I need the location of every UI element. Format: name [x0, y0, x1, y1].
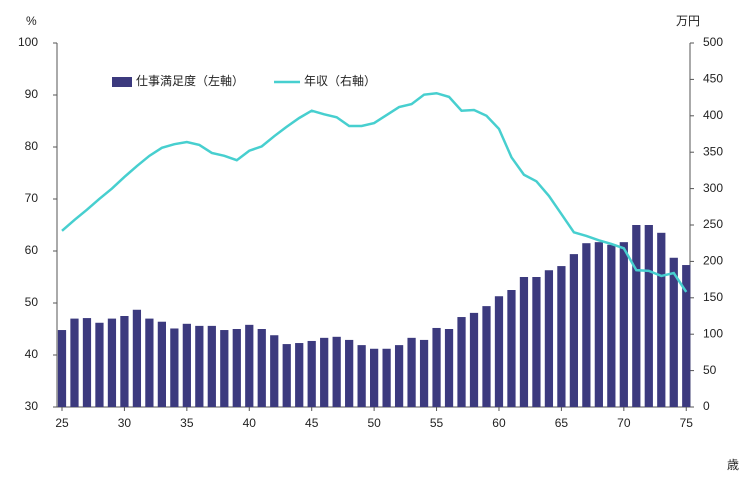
bar — [257, 329, 266, 407]
bar — [220, 330, 229, 407]
y2-tick-label: 100 — [703, 326, 723, 340]
y2-tick-label: 200 — [703, 254, 723, 268]
y2-tick-label: 150 — [703, 290, 723, 304]
x-tick-label: 60 — [492, 416, 506, 430]
bar — [132, 309, 142, 407]
bar — [345, 339, 354, 407]
x-tick-label: 40 — [243, 416, 257, 430]
bar — [557, 266, 566, 407]
bar — [70, 318, 79, 407]
y2-tick-label: 500 — [703, 35, 723, 49]
bar — [57, 330, 67, 407]
legend-swatch — [112, 77, 132, 87]
y2-tick-label: 0 — [703, 399, 710, 413]
bar — [207, 325, 216, 407]
x-tick-label: 45 — [305, 416, 319, 430]
bar — [332, 336, 341, 407]
bar — [182, 323, 191, 407]
bar — [632, 225, 641, 407]
bar — [232, 329, 241, 407]
bar — [519, 277, 529, 407]
x-axis-label: 歳 — [727, 458, 739, 472]
bar — [370, 348, 379, 407]
y2-tick-label: 250 — [703, 217, 723, 231]
y-tick-label: 30 — [25, 399, 39, 413]
y2-tick-label: 50 — [703, 363, 717, 377]
bar — [120, 316, 129, 407]
bar — [644, 225, 653, 407]
bar — [494, 296, 504, 407]
y2-tick-label: 400 — [703, 108, 723, 122]
bar — [270, 335, 279, 407]
y-tick-label: 70 — [25, 191, 39, 205]
line — [61, 91, 688, 293]
bar — [282, 344, 291, 407]
bar — [245, 324, 254, 407]
y2-tick-label: 300 — [703, 181, 723, 195]
y-tick-label: 50 — [25, 295, 39, 309]
bar — [682, 265, 691, 407]
y-axis-label: % — [26, 14, 37, 28]
bar — [295, 343, 304, 407]
bar — [582, 243, 591, 407]
bar — [569, 254, 579, 407]
x-tick-label: 70 — [617, 416, 631, 430]
x-tick-label: 50 — [367, 416, 381, 430]
bar — [532, 277, 541, 407]
x-tick-label: 75 — [680, 416, 694, 430]
bar — [457, 317, 466, 407]
x-tick-label: 65 — [555, 416, 569, 430]
bar — [657, 232, 666, 407]
x-tick-label: 25 — [55, 416, 69, 430]
bar — [469, 312, 479, 407]
bar — [82, 318, 92, 407]
y2-tick-label: 450 — [703, 72, 723, 86]
bar — [507, 290, 516, 407]
bar — [320, 337, 329, 407]
bar — [157, 321, 166, 407]
bar — [607, 244, 616, 407]
bar — [107, 318, 117, 407]
bar — [407, 337, 416, 407]
bar — [382, 348, 391, 407]
bar — [95, 322, 104, 407]
y-tick-label: 60 — [25, 243, 39, 257]
bar — [544, 270, 554, 407]
y2-axis-label: 万円 — [676, 14, 700, 28]
bar — [419, 339, 429, 407]
legend-label: 年収（右軸） — [304, 73, 376, 88]
bar — [444, 329, 454, 407]
y2-tick-label: 350 — [703, 144, 723, 158]
bar — [357, 345, 366, 407]
bar — [482, 306, 491, 407]
bar — [170, 328, 179, 407]
bar — [394, 345, 404, 407]
bar — [619, 242, 628, 407]
y-tick-label: 90 — [25, 87, 39, 101]
bar — [594, 242, 603, 407]
y-tick-label: 100 — [18, 35, 38, 49]
bar — [307, 340, 316, 407]
bar — [195, 325, 204, 407]
x-tick-label: 30 — [118, 416, 132, 430]
legend-label: 仕事満足度（左軸） — [136, 73, 244, 88]
x-tick-label: 35 — [180, 416, 194, 430]
bar — [669, 257, 678, 407]
y-tick-label: 80 — [25, 139, 39, 153]
bar — [145, 318, 154, 407]
x-tick-label: 55 — [430, 416, 444, 430]
bar — [432, 327, 441, 407]
y-tick-label: 40 — [25, 347, 39, 361]
